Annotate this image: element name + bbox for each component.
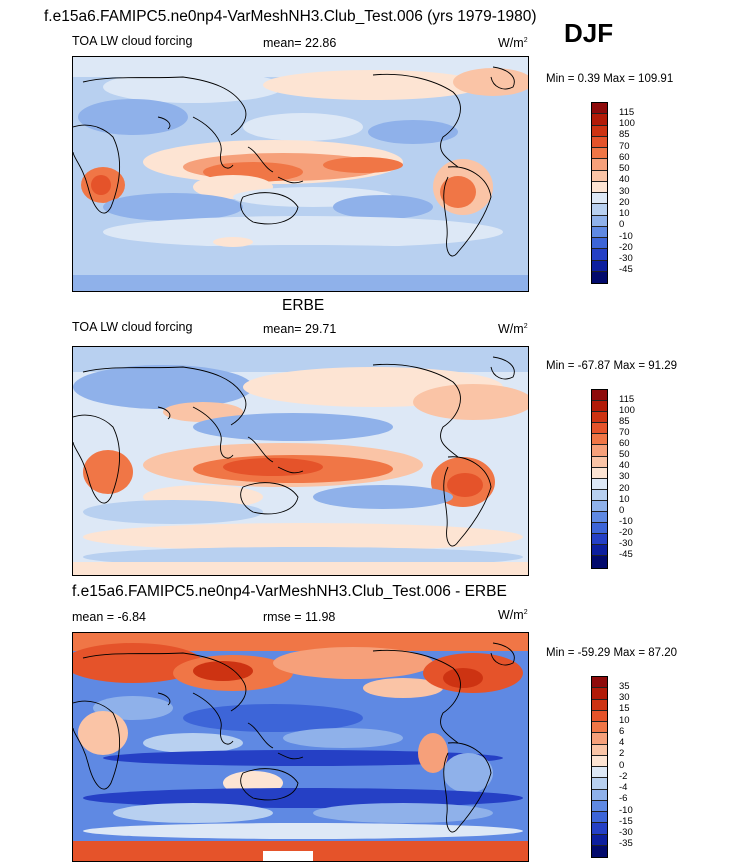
- panel3-tick: -35: [619, 838, 633, 849]
- panel1-tick: 85: [619, 129, 630, 140]
- panel1-variable-label: TOA LW cloud forcing: [72, 34, 193, 48]
- panel1-units: W/m2: [498, 36, 528, 50]
- panel3-tick: -2: [619, 771, 628, 782]
- panel2-tick: -20: [619, 527, 633, 538]
- panel1-tick: -20: [619, 242, 633, 253]
- panel1-tick: 0: [619, 219, 625, 230]
- panel3-tick: 10: [619, 715, 630, 726]
- panel2-tick: -45: [619, 549, 633, 560]
- panel3-minmax: Min = -59.29 Max = 87.20: [546, 647, 678, 659]
- panel3-mean-label: mean = -6.84: [72, 610, 147, 624]
- panel1-tick: -30: [619, 253, 633, 264]
- panel3-tick: -30: [619, 827, 633, 838]
- panel3-units: W/m2: [498, 608, 528, 622]
- panel3-tick: 0: [619, 760, 625, 771]
- panel3-map-field: [73, 633, 528, 861]
- panel2-tick: 60: [619, 438, 630, 449]
- panel1-tick: 100: [619, 118, 635, 129]
- panel1-tick: 115: [619, 107, 635, 118]
- panel2-tick: -30: [619, 538, 633, 549]
- panel3-rmse-label: rmse = 11.98: [263, 610, 336, 624]
- panel3-tick: -6: [619, 793, 628, 804]
- panel3-tick: -4: [619, 782, 628, 793]
- panel2-tick: 0: [619, 505, 625, 516]
- panel3-tick: 30: [619, 692, 630, 703]
- panel1-tick: 20: [619, 197, 630, 208]
- panel3-tick: 15: [619, 703, 630, 714]
- panel2-mean-label: mean= 29.71: [263, 322, 337, 336]
- panel1-tick: 30: [619, 186, 630, 197]
- panel2-tick: 40: [619, 460, 630, 471]
- main-title: f.e15a6.FAMIPC5.ne0np4-VarMeshNH3.Club_T…: [44, 8, 537, 25]
- panel2-tick: 50: [619, 449, 630, 460]
- panel3-map: [72, 632, 529, 862]
- panel2-tick: 85: [619, 416, 630, 427]
- panel3-subtitle: f.e15a6.FAMIPC5.ne0np4-VarMeshNH3.Club_T…: [72, 583, 507, 600]
- panel2-tick: 20: [619, 483, 630, 494]
- panel2-units: W/m2: [498, 322, 528, 336]
- panel2-minmax: Min = -67.87 Max = 91.29: [546, 360, 678, 372]
- panel3-colorbar: [591, 676, 608, 858]
- panel2-tick: 70: [619, 427, 630, 438]
- panel1-tick: 50: [619, 163, 630, 174]
- panel1-minmax: Min = 0.39 Max = 109.91: [546, 73, 674, 85]
- panel1-tick: 10: [619, 208, 630, 219]
- panel2-subtitle: ERBE: [282, 297, 325, 314]
- panel1-tick: 70: [619, 141, 630, 152]
- panel2-colorbar: [591, 389, 608, 569]
- panel1-colorbar: [591, 102, 608, 284]
- panel3-tick: -10: [619, 805, 633, 816]
- panel3-tick: -15: [619, 816, 633, 827]
- panel3-tick: 6: [619, 726, 625, 737]
- panel1-tick: -10: [619, 231, 633, 242]
- panel2-variable-label: TOA LW cloud forcing: [72, 320, 193, 334]
- panel1-tick: 60: [619, 152, 630, 163]
- panel3-tick: 4: [619, 737, 625, 748]
- panel2-tick: 115: [619, 394, 635, 405]
- panel1-mean-label: mean= 22.86: [263, 36, 337, 50]
- panel1-map: [72, 56, 529, 292]
- panel1-map-field: [73, 57, 528, 291]
- panel2-tick: -10: [619, 516, 633, 527]
- panel1-tick: 40: [619, 174, 630, 185]
- panel3-tick: 2: [619, 748, 625, 759]
- panel2-map: [72, 346, 529, 576]
- panel2-map-field: [73, 347, 528, 575]
- panel3-tick: 35: [619, 681, 630, 692]
- panel2-tick: 10: [619, 494, 630, 505]
- panel1-tick: -45: [619, 264, 633, 275]
- panel2-tick: 30: [619, 471, 630, 482]
- panel2-tick: 100: [619, 405, 635, 416]
- season-label: DJF: [564, 18, 614, 48]
